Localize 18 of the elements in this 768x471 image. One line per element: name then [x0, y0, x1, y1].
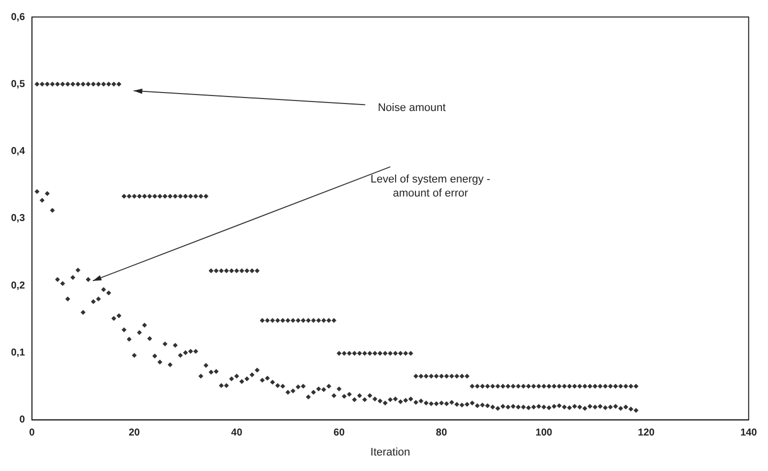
x-tick-label: 140 [740, 428, 758, 439]
annotation: Noise amount [378, 102, 446, 114]
x-axis-title: Iteration [370, 446, 410, 458]
x-tick-label: 120 [638, 428, 656, 439]
y-tick-label: 0 [19, 414, 26, 426]
x-tick-label: 0 [29, 428, 36, 439]
y-tick-label: 0,5 [10, 78, 26, 90]
x-tick-label: 20 [128, 428, 140, 439]
x-tick-label: 80 [436, 428, 448, 439]
y-tick-label: 0,6 [10, 12, 26, 23]
x-tick-label: 60 [334, 428, 346, 439]
y-tick-label: 0,3 [10, 213, 26, 224]
y-tick-label: 0,1 [10, 347, 26, 358]
x-tick-label: 40 [231, 428, 243, 439]
y-tick-label: 0,4 [10, 146, 26, 158]
x-tick-label: 100 [536, 428, 553, 439]
annotation: Level of system energy - amount of error [370, 173, 491, 200]
y-tick-label: 0,2 [10, 280, 26, 292]
